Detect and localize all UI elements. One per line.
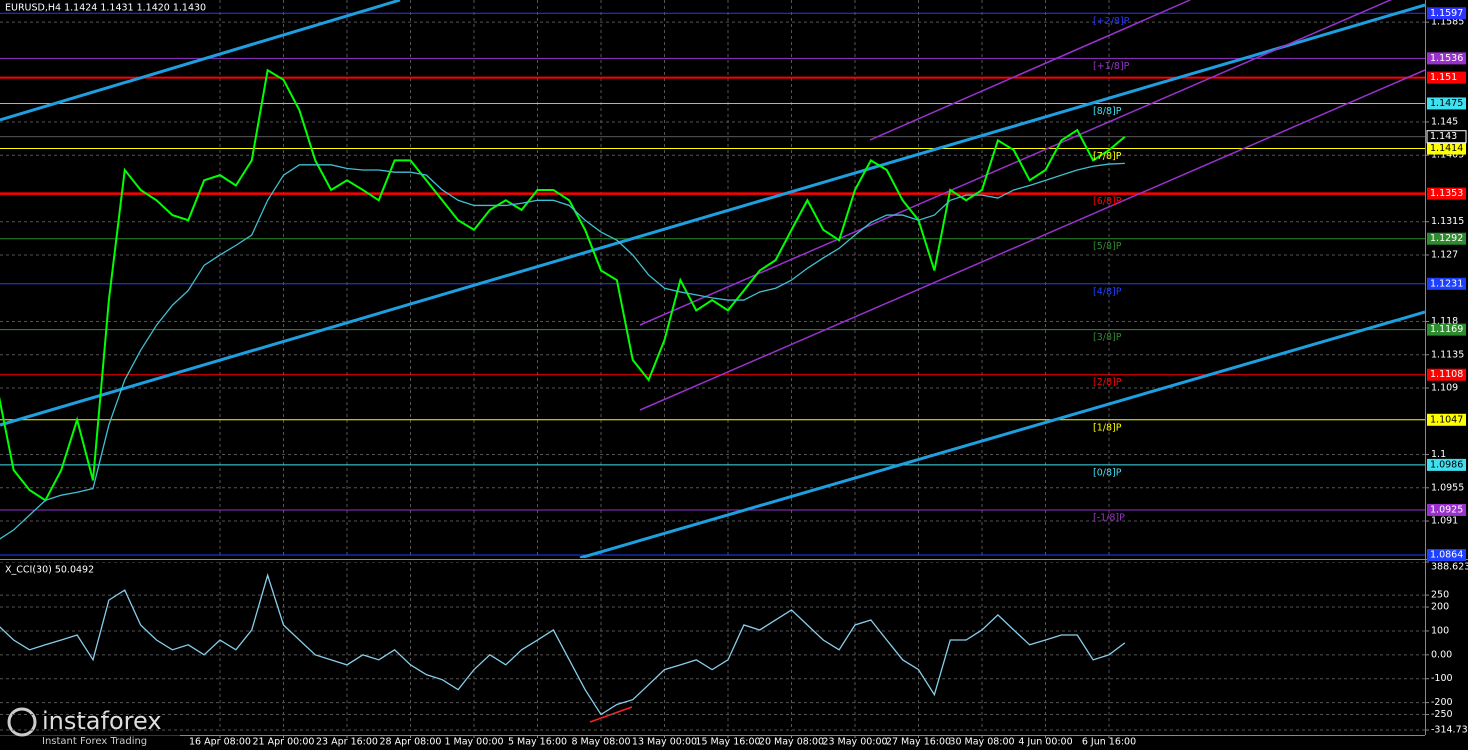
x-tick-label: 27 May 16:00 [886, 737, 951, 748]
price-box [1426, 130, 1467, 144]
y-tick-label: 1.1135 [1431, 349, 1464, 360]
level-box [1427, 52, 1466, 65]
level-label: 1.0925 [1430, 504, 1463, 515]
price-panel [0, 0, 1425, 558]
level-label: 1.1108 [1430, 369, 1463, 380]
cci-panel [0, 562, 1425, 731]
x-tick-label: 13 May 00:00 [632, 737, 697, 748]
y-tick-label: 1.127 [1431, 249, 1458, 260]
level-label: 1.1231 [1430, 278, 1463, 289]
level-tag: [3/8]P [1093, 332, 1122, 343]
x-tick-label: 6 Jun 16:00 [1082, 737, 1136, 748]
channel-line [0, 0, 401, 122]
level-tag: [1/8]P [1093, 422, 1122, 433]
level-label: 1.1169 [1430, 324, 1463, 335]
x-tick-label: 15 May 16:00 [695, 737, 760, 748]
level-box [1427, 368, 1466, 381]
x-tick-label: 4 Jun 00:00 [1018, 737, 1072, 748]
y-tick-label: 1.118 [1431, 316, 1458, 327]
level-tag: [7/8]P [1093, 151, 1122, 162]
level-tag: [5/8]P [1093, 241, 1122, 252]
level-box [1427, 503, 1466, 516]
x-tick-label: 23 May 00:00 [822, 737, 887, 748]
y-tick-label: 1.1585 [1431, 17, 1464, 28]
level-box [1427, 413, 1466, 426]
level-box [1427, 187, 1466, 200]
chart-title: EURUSD,H4 1.1424 1.1431 1.1420 1.1430 [5, 3, 206, 14]
level-label: 1.151 [1430, 72, 1457, 83]
y-tick-label: 250 [1431, 590, 1449, 601]
level-box [1427, 97, 1466, 110]
x-tick-label: 30 May 08:00 [949, 737, 1014, 748]
channel-line [579, 310, 1425, 558]
y-tick-label: 1.1405 [1431, 150, 1464, 161]
channel-line [0, 3, 1425, 427]
divergence-line [589, 706, 633, 723]
x-tick-label: 28 Apr 08:00 [380, 737, 442, 748]
level-label: 1.0864 [1430, 550, 1463, 561]
level-box [1427, 277, 1466, 290]
series-line [0, 162, 1125, 540]
y-tick-label: -250 [1431, 709, 1453, 720]
y-tick-label: 1.091 [1431, 516, 1458, 527]
series-line [0, 68, 1126, 502]
x-tick-label: 5 May 16:00 [508, 737, 567, 748]
regression-line [639, 0, 1393, 326]
price-label: 1.143 [1430, 131, 1457, 142]
y-tick-label: 1.145 [1431, 116, 1458, 127]
trend-lines [0, 0, 1425, 558]
level-label: 1.1353 [1430, 188, 1463, 199]
y-tick-label: 1.1 [1431, 449, 1446, 460]
level-tag: [+2/8]P [1093, 16, 1130, 27]
y-tick-label: -100 [1431, 673, 1453, 684]
level-label: 1.0986 [1430, 459, 1463, 470]
level-box [1427, 458, 1466, 471]
watermark: instaforex Instant Forex Trading [0, 705, 180, 750]
level-box [1427, 549, 1466, 562]
x-tick-label: 16 Apr 08:00 [189, 737, 251, 748]
level-tag: [8/8]P [1093, 106, 1122, 117]
y-tick-label: 1.109 [1431, 383, 1458, 394]
level-box [1427, 323, 1466, 336]
level-label: 1.1292 [1430, 233, 1463, 244]
regression-line [869, 0, 1191, 141]
series-line [0, 573, 1126, 716]
y-tick-label: 1.1315 [1431, 216, 1464, 227]
y-tick-label: 0.00 [1431, 649, 1452, 660]
level-box [1427, 142, 1466, 155]
level-tag: [2/8]P [1093, 377, 1122, 388]
level-label: 1.1536 [1430, 53, 1463, 64]
level-label: 1.1475 [1430, 98, 1463, 109]
brand-name: instaforex [42, 707, 162, 735]
y-tick-label: 200 [1431, 602, 1449, 613]
level-tag: [+1/8]P [1093, 61, 1130, 72]
y-tick-label: -314.734 [1431, 725, 1468, 736]
level-label: 1.1597 [1430, 8, 1463, 19]
price-series [0, 68, 1126, 540]
y-tick-label: 100 [1431, 625, 1449, 636]
level-box [1427, 7, 1466, 20]
x-tick-label: 21 Apr 00:00 [253, 737, 315, 748]
level-box [1427, 232, 1466, 245]
x-tick-label: 8 May 08:00 [571, 737, 630, 748]
x-tick-label: 1 May 00:00 [444, 737, 503, 748]
level-tag: [4/8]P [1093, 286, 1122, 297]
level-tag: [-1/8]P [1093, 512, 1125, 523]
y-tick-label: 1.0955 [1431, 482, 1464, 493]
x-tick-label: 20 May 08:00 [759, 737, 824, 748]
y-tick-label: -200 [1431, 697, 1453, 708]
level-label: 1.1414 [1430, 143, 1463, 154]
logo [7, 707, 37, 737]
level-tag: [0/8]P [1093, 467, 1122, 478]
level-label: 1.1047 [1430, 414, 1463, 425]
brand-slogan: Instant Forex Trading [42, 736, 147, 747]
regression-line [639, 69, 1425, 411]
indicator-title: X_CCI(30) 50.0492 [5, 565, 94, 576]
x-tick-label: 23 Apr 16:00 [316, 737, 378, 748]
level-box [1427, 71, 1466, 84]
level-tag: [6/8]P [1093, 196, 1122, 207]
y-tick-label: 388.6237 [1431, 562, 1468, 573]
